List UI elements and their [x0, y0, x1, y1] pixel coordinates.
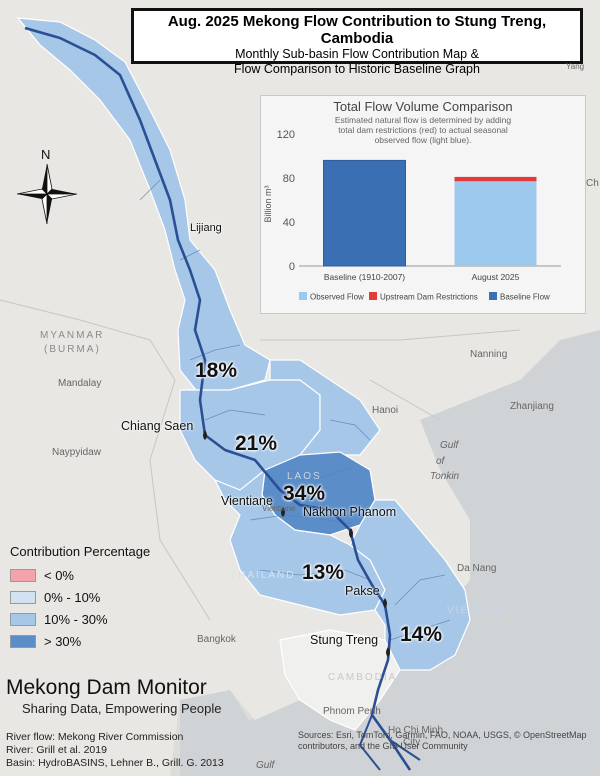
chart-bar-segment — [323, 159, 406, 267]
chart-y-tick-label: 120 — [277, 129, 295, 141]
city-chiang-saen: Chiang Saen — [121, 419, 194, 433]
label-bangkok: Bangkok — [197, 634, 236, 645]
chart-subtitle-line3: observed flow (light blue). — [375, 135, 472, 145]
chart-legend-label: Upstream Dam Restrictions — [380, 293, 478, 302]
label-gulf-3: Tonkin — [430, 471, 460, 482]
label-nanning: Nanning — [470, 349, 508, 360]
pakse-marker — [383, 598, 387, 608]
credit-line: River flow: Mekong River Commission — [6, 731, 184, 743]
pct-lower: 14% — [400, 623, 443, 646]
data-credits: River flow: Mekong River Commission Rive… — [6, 731, 224, 770]
label-burma: (BURMA) — [44, 344, 101, 355]
chart-title: Total Flow Volume Comparison — [333, 99, 512, 114]
label-gulf-2: of — [436, 456, 445, 467]
nakhon-phanom-marker — [349, 528, 353, 538]
city-lijiang: Lijiang — [190, 222, 222, 234]
chart-y-tick-label: 80 — [283, 173, 295, 185]
legend-swatch — [10, 590, 36, 604]
vientiane-marker — [281, 507, 285, 517]
sea-area — [250, 330, 600, 776]
legend-label: 0% - 10% — [44, 589, 101, 605]
city-stung-treng: Stung Treng — [310, 633, 379, 647]
label-ho-chi-minh: Ho Chi Minh — [388, 725, 444, 736]
legend-swatch — [10, 634, 36, 648]
label-da-nang: Da Nang — [457, 563, 497, 574]
chart-category-label: Baseline (1910-2007) — [324, 272, 405, 282]
label-thailand: THAILAND — [230, 570, 296, 581]
chart-legend-swatch — [299, 292, 307, 300]
map-title: Aug. 2025 Mekong Flow Contribution to St… — [167, 13, 547, 47]
map-subtitle-line2: Flow Comparison to Historic Baseline Gra… — [234, 62, 480, 76]
flow-comparison-chart-panel: Total Flow Volume Comparison Estimated n… — [260, 95, 586, 314]
chart-bar-segment — [454, 176, 537, 182]
brand-tagline: Sharing Data, Empowering People — [22, 701, 222, 716]
city-nakhon-phanom: Nakhon Phanom — [303, 505, 397, 519]
label-edge-yang: Yang — [566, 62, 585, 71]
legend-item: > 30% — [10, 630, 200, 652]
basin-cambodia-region — [279, 629, 401, 731]
map-subtitle-line1: Monthly Sub-basin Flow Contribution Map … — [235, 47, 479, 61]
chart-subtitle-line1: Estimated natural flow is determined by … — [335, 115, 512, 125]
label-zhanjiang: Zhanjiang — [510, 401, 554, 412]
label-vientiane-small: Vientiane — [262, 504, 296, 513]
chart-legend-swatch — [369, 292, 377, 300]
mekong-river — [24, 26, 412, 771]
compass-north-label: N — [41, 147, 51, 162]
pct-chiang-saen: 21% — [235, 432, 278, 455]
label-myanmar: MYANMAR — [40, 330, 105, 341]
label-edge-ch: Ch — [586, 178, 599, 189]
flow-comparison-chart: Total Flow Volume Comparison Estimated n… — [263, 99, 561, 302]
brand-name: Mekong Dam Monitor — [6, 676, 207, 699]
legend-swatch — [10, 568, 36, 582]
legend-item: 0% - 10% — [10, 586, 200, 608]
label-ho-chi-minh-city: City — [403, 737, 421, 748]
gulf-of-thailand — [180, 690, 265, 776]
chart-bar-segment — [454, 181, 537, 266]
label-vietnam: VIETNAM — [447, 605, 506, 616]
pct-thailand: 13% — [302, 561, 345, 584]
chiang-saen-marker — [203, 430, 207, 440]
credit-line: Basin: HydroBASINS, Lehner B., Grill. G.… — [6, 757, 224, 769]
legend-title: Contribution Percentage — [10, 544, 151, 559]
legend-label: 10% - 30% — [44, 611, 108, 627]
city-pakse: Pakse — [345, 584, 380, 598]
credit-line: River: Grill et al. 2019 — [6, 744, 107, 756]
label-mandalay: Mandalay — [58, 378, 102, 389]
basin-upper-region — [16, 17, 271, 396]
legend-label: > 30% — [44, 633, 82, 649]
legend-item: < 0% — [10, 564, 200, 586]
chart-legend-label: Observed Flow — [310, 293, 364, 302]
chart-legend-label: Baseline Flow — [500, 293, 550, 302]
chart-y-tick-label: 0 — [289, 261, 295, 273]
pct-upper: 18% — [195, 359, 238, 382]
label-naypyidaw: Naypyidaw — [52, 447, 101, 458]
label-laos: LAOS — [287, 471, 322, 482]
compass-rose-icon — [16, 163, 78, 225]
label-gulf-1: Gulf — [440, 440, 459, 451]
contribution-legend: Contribution Percentage < 0% 0% - 10% 10… — [10, 544, 200, 652]
legend-item: 10% - 30% — [10, 608, 200, 630]
city-vientiane: Vientiane — [221, 494, 273, 508]
basemap-sources: Sources: Esri, TomTom, Garmin, FAO, NOAA… — [298, 730, 587, 751]
basin-lower-region — [349, 499, 471, 671]
label-cambodia: CAMBODIA — [328, 672, 398, 683]
legend-swatch — [10, 612, 36, 626]
chart-legend-swatch — [489, 292, 497, 300]
chart-category-label: August 2025 — [472, 272, 520, 282]
label-gulf-bottom: Gulf — [256, 760, 275, 771]
chart-y-axis-label: Billion m³ — [263, 185, 273, 222]
brand-block: Mekong Dam Monitor Sharing Data, Empower… — [6, 676, 221, 716]
label-phnom-penh: Phnom Penh — [323, 706, 381, 717]
chart-subtitle-line2: total dam restrictions (red) to actual s… — [338, 125, 508, 135]
pct-laos: 34% — [283, 482, 326, 505]
label-hanoi: Hanoi — [372, 405, 399, 416]
stung-treng-marker — [386, 647, 390, 657]
chart-y-tick-label: 40 — [283, 217, 295, 229]
map-title-box: Aug. 2025 Mekong Flow Contribution to St… — [131, 8, 583, 76]
legend-label: < 0% — [44, 567, 74, 583]
